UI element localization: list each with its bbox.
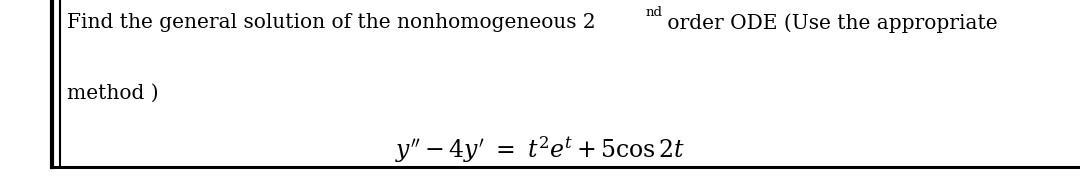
Text: method ): method ) [67,84,159,103]
Text: order ODE (Use the appropriate: order ODE (Use the appropriate [661,13,998,33]
Text: nd: nd [646,6,663,19]
Text: Find the general solution of the nonhomogeneous 2: Find the general solution of the nonhomo… [67,13,595,32]
Text: $y'' - 4y' \ = \ t^2e^t + 5\cos 2t$: $y'' - 4y' \ = \ t^2e^t + 5\cos 2t$ [395,134,685,165]
